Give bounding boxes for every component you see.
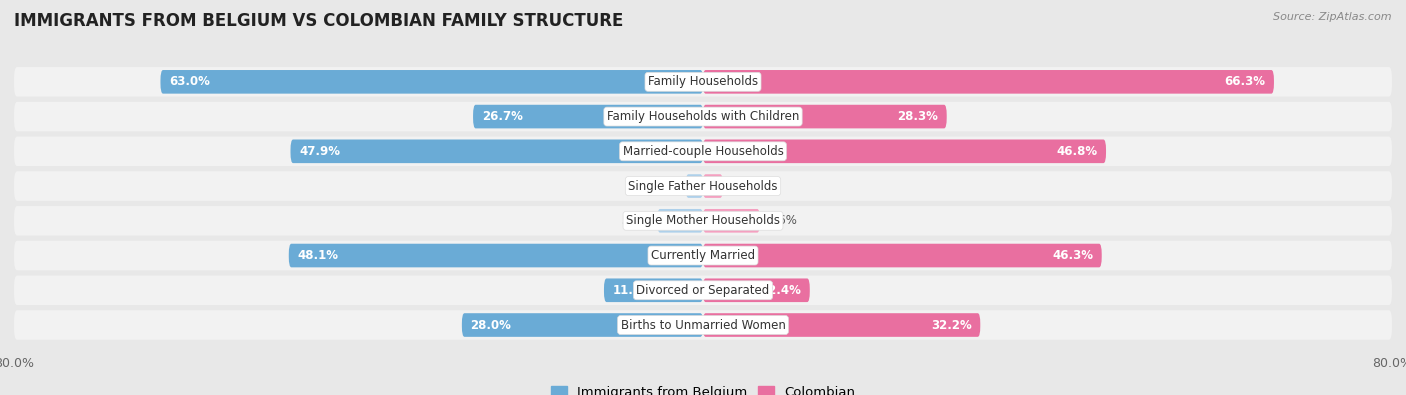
Text: Source: ZipAtlas.com: Source: ZipAtlas.com [1274,12,1392,22]
Text: 11.5%: 11.5% [613,284,654,297]
Text: 46.8%: 46.8% [1056,145,1098,158]
FancyBboxPatch shape [703,278,810,302]
Text: 47.9%: 47.9% [299,145,340,158]
Text: Single Mother Households: Single Mother Households [626,214,780,227]
FancyBboxPatch shape [686,174,703,198]
Text: 28.3%: 28.3% [897,110,938,123]
FancyBboxPatch shape [14,310,1392,340]
FancyBboxPatch shape [291,139,703,163]
FancyBboxPatch shape [288,244,703,267]
FancyBboxPatch shape [703,70,1274,94]
Text: Family Households: Family Households [648,75,758,88]
Text: Family Households with Children: Family Households with Children [607,110,799,123]
Text: 28.0%: 28.0% [471,318,512,331]
FancyBboxPatch shape [14,137,1392,166]
FancyBboxPatch shape [14,171,1392,201]
Text: Single Father Households: Single Father Households [628,180,778,192]
Text: Births to Unmarried Women: Births to Unmarried Women [620,318,786,331]
Text: 6.6%: 6.6% [766,214,797,227]
Text: 26.7%: 26.7% [482,110,523,123]
FancyBboxPatch shape [703,313,980,337]
FancyBboxPatch shape [461,313,703,337]
Text: 2.3%: 2.3% [730,180,759,192]
Text: 63.0%: 63.0% [169,75,209,88]
Text: 5.3%: 5.3% [621,214,651,227]
Text: Married-couple Households: Married-couple Households [623,145,783,158]
Text: 66.3%: 66.3% [1225,75,1265,88]
FancyBboxPatch shape [703,139,1107,163]
FancyBboxPatch shape [160,70,703,94]
FancyBboxPatch shape [703,209,759,233]
FancyBboxPatch shape [472,105,703,128]
FancyBboxPatch shape [703,105,946,128]
Text: 2.0%: 2.0% [650,180,679,192]
Text: 48.1%: 48.1% [298,249,339,262]
Text: Divorced or Separated: Divorced or Separated [637,284,769,297]
FancyBboxPatch shape [605,278,703,302]
FancyBboxPatch shape [14,276,1392,305]
FancyBboxPatch shape [658,209,703,233]
Text: Currently Married: Currently Married [651,249,755,262]
Legend: Immigrants from Belgium, Colombian: Immigrants from Belgium, Colombian [546,380,860,395]
FancyBboxPatch shape [14,67,1392,97]
FancyBboxPatch shape [14,241,1392,270]
Text: 32.2%: 32.2% [931,318,972,331]
FancyBboxPatch shape [703,244,1102,267]
Text: 12.4%: 12.4% [761,284,801,297]
Text: IMMIGRANTS FROM BELGIUM VS COLOMBIAN FAMILY STRUCTURE: IMMIGRANTS FROM BELGIUM VS COLOMBIAN FAM… [14,12,623,30]
FancyBboxPatch shape [14,102,1392,131]
FancyBboxPatch shape [703,174,723,198]
FancyBboxPatch shape [14,206,1392,235]
Text: 46.3%: 46.3% [1052,249,1092,262]
